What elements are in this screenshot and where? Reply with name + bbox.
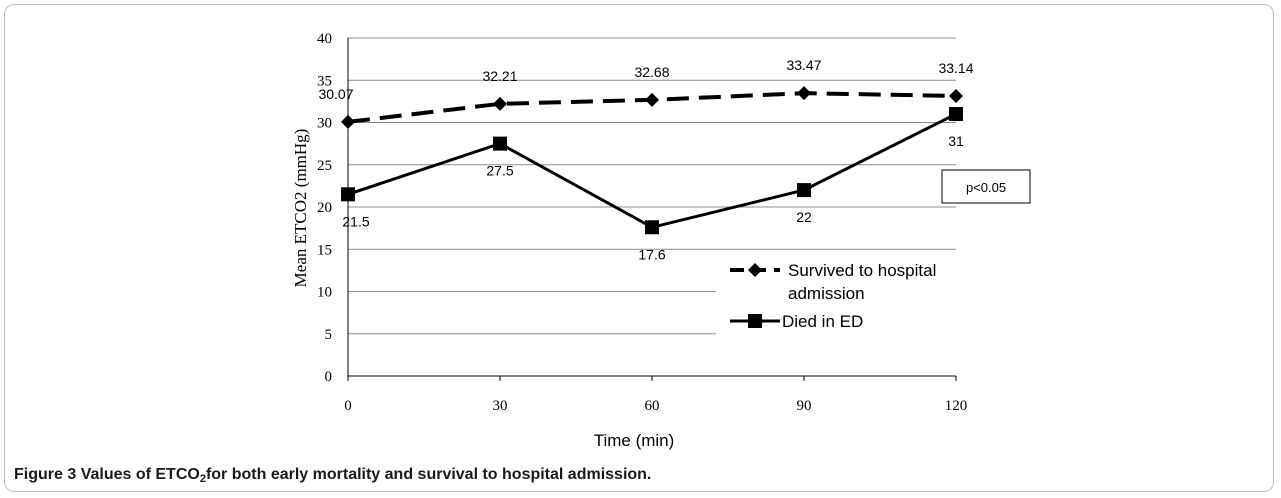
point-survived-90: [797, 86, 811, 101]
data-label-survived-120: 33.14: [938, 60, 973, 76]
x-tick-label-0: 0: [344, 398, 352, 414]
point-died-60: [645, 220, 659, 235]
data-label-died-60: 17.6: [638, 246, 665, 262]
legend-item-survived: Survived to hospital admission: [730, 261, 936, 303]
grid-lines: [347, 37, 956, 377]
point-died-0: [341, 187, 355, 202]
y-tick-label-40: 40: [317, 31, 332, 47]
y-axis-label: Mean ETCO2 (mmHg): [291, 129, 310, 288]
x-axis-label: Time (min): [594, 431, 675, 450]
figure-frame: [4, 4, 1274, 492]
legend-label-survived-line1: Survived to hospital: [788, 261, 936, 280]
data-labels: 30.07 32.21 32.68 33.47 33.14 21.5 27.5 17.6 22 3…: [318, 57, 973, 262]
point-died-30: [493, 136, 507, 151]
y-tick-label-20: 20: [317, 200, 332, 216]
x-tick-label-60: 60: [645, 398, 660, 414]
data-label-died-120: 31: [948, 133, 964, 149]
data-label-died-30: 27.5: [486, 163, 513, 179]
y-tick-labels: 0 5 10 15 20 25 30 35 40: [317, 31, 332, 385]
caption-text-before: Values of ETCO: [80, 466, 200, 483]
data-label-survived-90: 33.47: [786, 57, 821, 73]
x-tick-label-30: 30: [493, 398, 508, 414]
series-line-1: [347, 112, 957, 229]
point-died-120: [949, 107, 963, 122]
figure-caption: Figure 3 Values of ETCO2for both early m…: [14, 466, 651, 485]
x-tick-label-90: 90: [797, 398, 812, 414]
legend-item-died: Died in ED: [730, 312, 863, 331]
point-survived-0: [341, 114, 355, 129]
x-tick-label-120: 120: [945, 398, 968, 414]
point-survived-60: [645, 92, 659, 107]
data-label-survived-30: 32.21: [482, 68, 517, 84]
caption-subscript: 2: [199, 473, 206, 485]
y-tick-label-5: 5: [325, 327, 333, 343]
caption-figure-label: Figure 3: [14, 466, 77, 483]
y-tick-label-35: 35: [317, 73, 332, 89]
legend: Survived to hospital admission Died in E…: [730, 261, 936, 331]
data-label-died-0: 21.5: [342, 213, 369, 229]
caption-text-after: for both early mortality and survival to…: [205, 466, 652, 483]
y-tick-label-0: 0: [325, 369, 333, 385]
data-label-died-90: 22: [796, 209, 812, 225]
p-value-text: p<0.05: [966, 180, 1006, 195]
x-tick-labels: 0 30 60 90 120: [344, 376, 967, 414]
data-label-survived-0: 30.07: [318, 86, 353, 102]
y-tick-label-15: 15: [317, 242, 332, 258]
y-tick-label-10: 10: [317, 285, 332, 301]
legend-label-survived-line2: admission: [788, 284, 865, 303]
point-survived-120: [949, 88, 963, 103]
data-label-survived-60: 32.68: [634, 64, 669, 80]
point-died-90: [797, 183, 811, 198]
legend-label-died: Died in ED: [782, 312, 863, 331]
y-tick-label-25: 25: [317, 158, 332, 174]
y-tick-label-30: 30: [317, 116, 332, 132]
series-layer: [341, 86, 963, 235]
point-survived-30: [493, 96, 507, 111]
line-chart: 0 5 10 15 20 25 30 35 40 0 30 60 90 120 30.07 32.21 32…: [291, 31, 1031, 450]
p-value-box: p<0.05: [941, 169, 1031, 204]
